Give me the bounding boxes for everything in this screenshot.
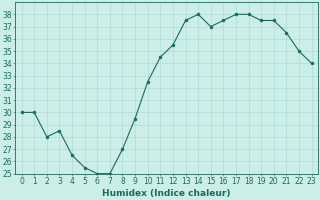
X-axis label: Humidex (Indice chaleur): Humidex (Indice chaleur): [102, 189, 231, 198]
